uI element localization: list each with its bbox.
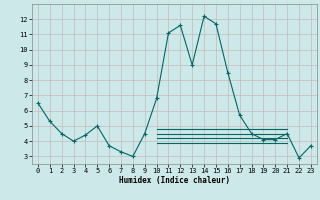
X-axis label: Humidex (Indice chaleur): Humidex (Indice chaleur)	[119, 176, 230, 185]
